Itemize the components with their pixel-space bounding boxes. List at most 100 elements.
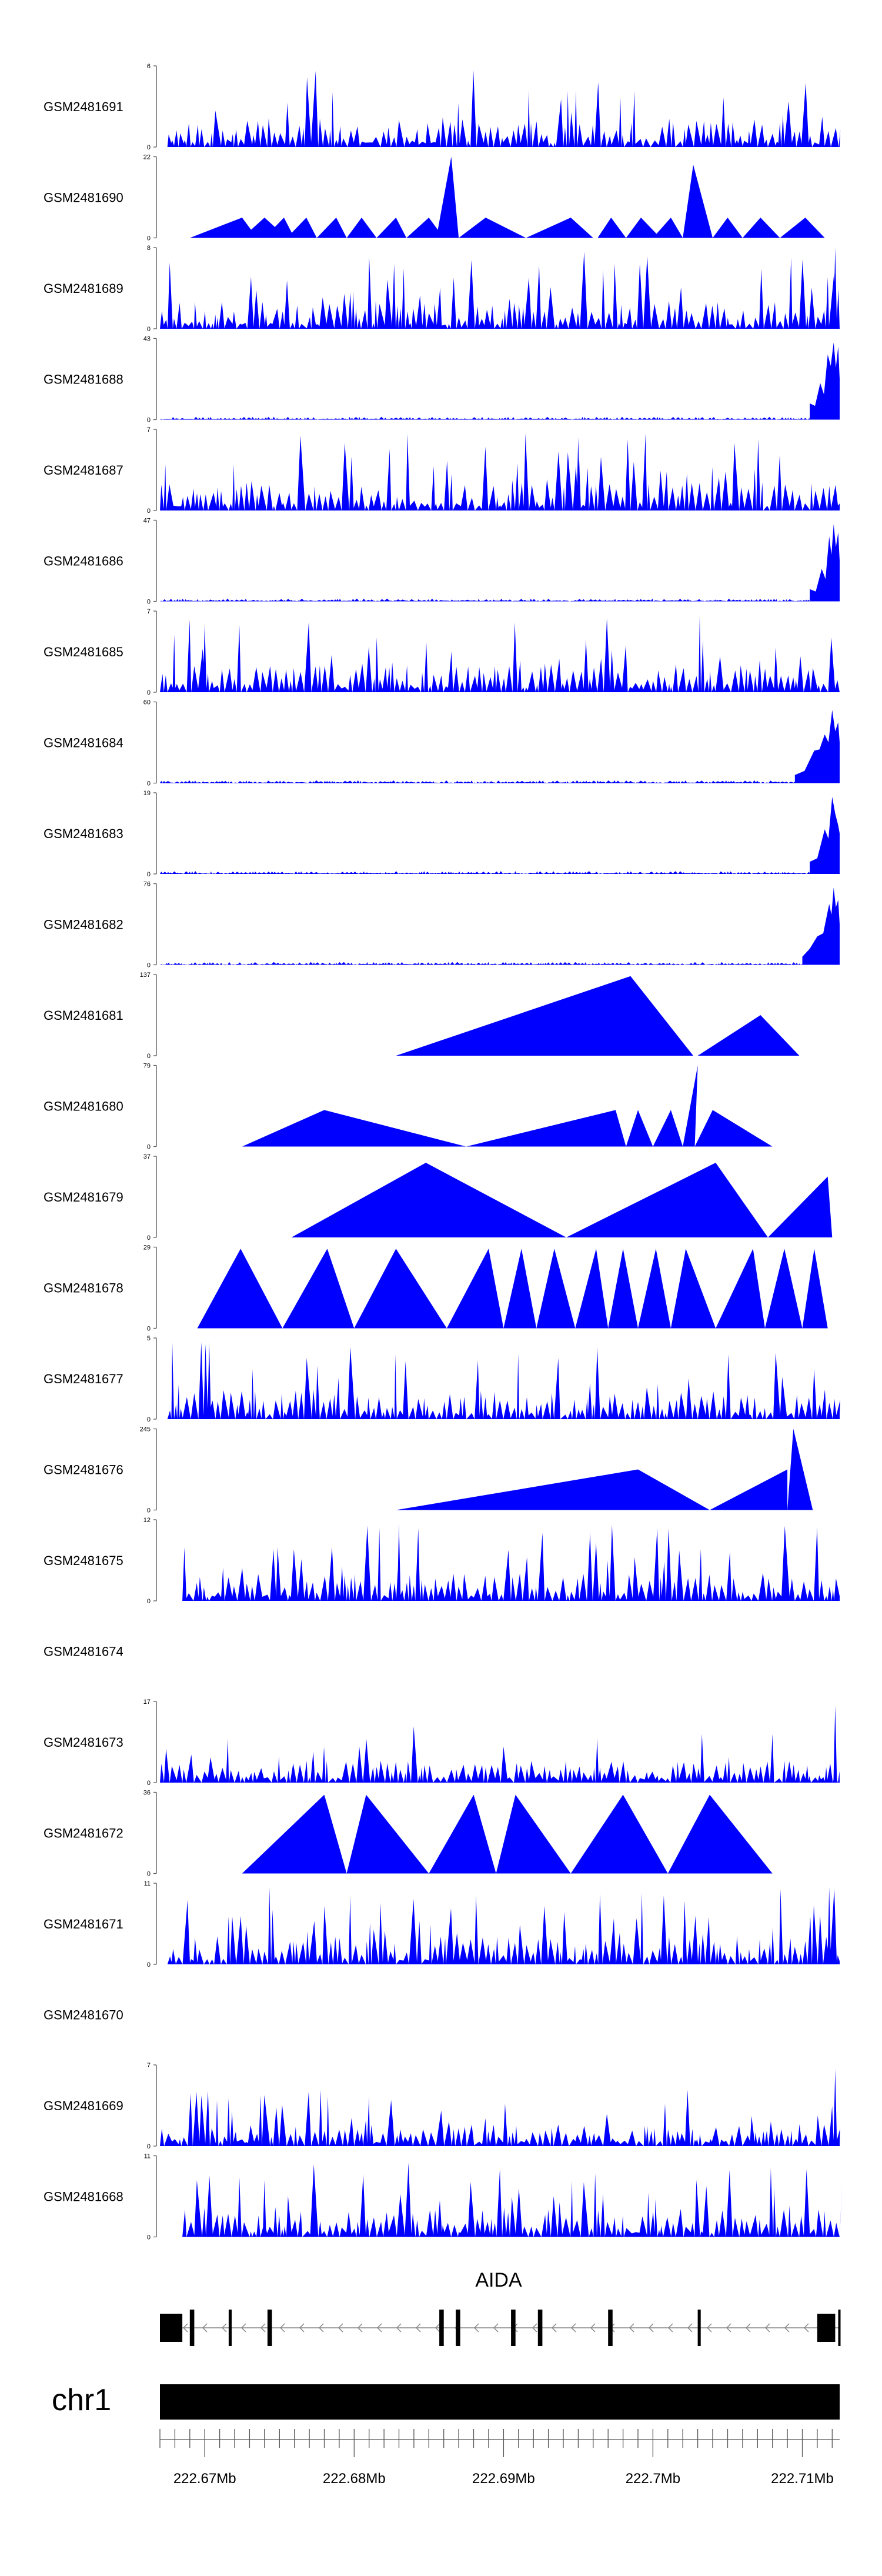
signal-area: [167, 1342, 841, 1419]
track-label: GSM2481672: [44, 1826, 123, 1841]
strand-arrow: [570, 2323, 576, 2333]
strand-arrow: [338, 2323, 343, 2333]
track-GSM2481684: GSM2481684 60 0: [44, 699, 840, 788]
signal-tracks: GSM248169160GSM2481690220GSM248168980GSM…: [44, 63, 843, 2241]
strand-arrow: [667, 2323, 673, 2333]
signal-peak: [459, 218, 526, 238]
signal-peak: [286, 218, 317, 238]
signal-peak: [526, 218, 593, 238]
signal-peak: [653, 1110, 683, 1147]
signal-peak: [496, 1794, 571, 1874]
y-max-label: 37: [143, 1153, 151, 1160]
y-max-label: 43: [143, 336, 151, 343]
track-label: GSM2481688: [44, 372, 123, 387]
track-GSM2481674: GSM2481674: [44, 1644, 123, 1659]
y-max-label: 36: [143, 1790, 151, 1797]
signal-peak: [670, 1249, 716, 1329]
y-max-label: 5: [147, 1335, 151, 1342]
signal-peak: [697, 1015, 800, 1056]
signal-peak: [242, 1110, 466, 1147]
strand-arrow: [182, 2323, 188, 2333]
track-GSM2481690: GSM2481690 22 0: [44, 154, 825, 242]
signal-peak: [626, 1110, 653, 1147]
signal-peak: [597, 218, 626, 238]
signal-peak: [446, 1249, 504, 1329]
y-max-label: 19: [143, 790, 151, 797]
signal-peak: [291, 1163, 567, 1237]
signal-peak: [316, 218, 347, 238]
strand-arrow: [279, 2323, 285, 2333]
signal-peak: [436, 156, 459, 238]
strand-arrow: [726, 2323, 731, 2333]
signal-peak: [709, 1469, 788, 1510]
y-min-label: 0: [147, 1507, 151, 1514]
exon: [160, 2314, 183, 2342]
strand-arrow: [687, 2323, 693, 2333]
strand-arrow: [493, 2323, 499, 2333]
track-GSM2481689: GSM2481689 8 0: [44, 245, 840, 333]
gene-model: AIDA: [160, 2269, 841, 2346]
y-max-label: 29: [143, 1244, 151, 1252]
y-min-label: 0: [147, 2143, 151, 2150]
signal-area: [160, 616, 840, 692]
signal-area: [182, 1523, 840, 1601]
y-max-label: 137: [140, 972, 151, 979]
exon: [511, 2310, 516, 2346]
strand-arrow: [629, 2323, 634, 2333]
exon: [608, 2310, 613, 2346]
strand-arrow: [376, 2323, 382, 2333]
signal-peak: [536, 1249, 576, 1329]
track-GSM2481679: GSM2481679 37 0: [44, 1153, 833, 1242]
exon: [537, 2310, 543, 2346]
track-label: GSM2481671: [44, 1917, 123, 1931]
signal-peak: [638, 1249, 671, 1329]
track-label: GSM2481684: [44, 736, 123, 750]
strand-arrow: [590, 2323, 596, 2333]
signal-area: [160, 524, 840, 602]
signal-peak: [575, 1249, 609, 1329]
y-max-label: 47: [143, 518, 151, 525]
track-GSM2481682: GSM2481682 76 0: [44, 881, 840, 969]
y-max-label: 11: [144, 1880, 151, 1887]
y-max-label: 22: [143, 154, 151, 161]
strand-arrow: [240, 2323, 246, 2333]
signal-peak: [354, 1249, 447, 1329]
x-axis-label: 222.7Mb: [626, 2471, 680, 2487]
signal-peak: [742, 218, 780, 238]
track-label: GSM2481690: [44, 191, 123, 205]
signal-peak: [570, 1794, 668, 1874]
signal-area: [160, 887, 840, 965]
track-label: GSM2481686: [44, 554, 123, 569]
signal-peak: [264, 218, 295, 238]
track-GSM2481685: GSM2481685 7 0: [44, 608, 840, 696]
signal-area: [160, 710, 840, 783]
x-axis-label: 222.68Mb: [323, 2471, 386, 2487]
y-min-label: 0: [147, 599, 151, 606]
signal-peak: [683, 165, 713, 238]
signal-area: [167, 1887, 840, 1964]
y-max-label: 7: [147, 2062, 151, 2069]
track-GSM2481681: GSM2481681 137 0: [44, 972, 800, 1060]
exon: [439, 2310, 444, 2346]
track-label: GSM2481668: [44, 2190, 123, 2204]
track-GSM2481670: GSM2481670: [44, 2008, 123, 2023]
signal-area: [167, 70, 841, 147]
y-max-label: 7: [147, 426, 151, 433]
strand-arrow: [764, 2323, 770, 2333]
strand-arrow: [551, 2323, 557, 2333]
y-max-label: 60: [143, 699, 151, 706]
track-GSM2481672: GSM2481672 36 0: [44, 1790, 773, 1878]
y-min-label: 0: [147, 417, 151, 424]
signal-peak: [716, 1249, 765, 1329]
signal-peak: [626, 218, 661, 238]
y-max-label: 6: [147, 63, 151, 70]
strand-arrow: [473, 2323, 479, 2333]
exon: [697, 2310, 701, 2346]
track-GSM2481687: GSM2481687 7 0: [44, 426, 840, 515]
track-GSM2481671: GSM2481671 11 0: [44, 1880, 840, 1968]
signal-peak: [282, 1249, 355, 1329]
gene-name-label: AIDA: [475, 2269, 522, 2291]
signal-peak: [608, 1249, 639, 1329]
x-axis-label: 222.71Mb: [771, 2471, 834, 2487]
track-label: GSM2481675: [44, 1553, 123, 1568]
